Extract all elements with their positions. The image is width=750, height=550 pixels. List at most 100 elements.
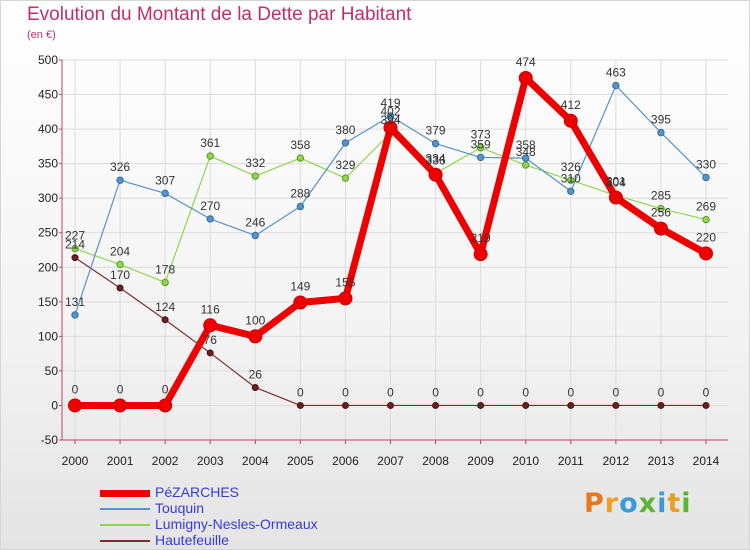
data-label: 100 [245,313,265,327]
legend-swatch [100,524,150,526]
data-point [431,139,440,148]
data-point [113,398,128,413]
data-label: 155 [335,275,355,289]
data-point [71,254,79,262]
data-label: 380 [335,123,355,137]
data-point [341,174,350,182]
legend-label: Hautefeuille [155,532,229,548]
data-label: 246 [245,215,265,229]
data-point [522,401,530,409]
data-point [296,154,305,162]
unit-label: (en €) [27,29,56,41]
data-point [161,316,169,324]
data-label: 0 [72,382,79,396]
data-point [158,398,173,413]
data-label: 0 [162,382,169,396]
logo-letter: i [657,488,668,519]
data-point [518,70,533,85]
data-point [71,311,79,319]
series-group [68,70,713,413]
data-label: 412 [561,98,581,112]
x-tick-label: 2004 [242,454,269,468]
legend-label: PéZARCHES [155,484,240,500]
data-label: 332 [245,156,265,170]
data-point [522,154,530,162]
legend-swatch [100,489,150,497]
data-label: 358 [516,138,536,152]
data-point [251,231,259,240]
data-label: 124 [155,300,175,314]
y-tick-label: -50 [41,433,59,447]
y-tick-label: 100 [38,329,58,343]
data-label: 326 [110,160,130,174]
data-label: 463 [606,66,626,80]
x-tick-label: 2007 [377,454,404,468]
data-point [428,167,443,182]
x-tick-label: 2012 [603,454,630,468]
data-label: 131 [65,295,85,309]
data-point [206,152,214,160]
data-point [116,284,124,292]
y-tick-label: 0 [51,398,58,412]
y-tick-label: 300 [38,191,58,205]
data-point [338,291,353,306]
data-label: 330 [696,157,716,171]
data-point [563,113,578,128]
logo-letter: P [584,488,605,519]
data-label: 0 [613,385,620,399]
x-tick-label: 2008 [422,454,449,468]
logo-letter: t [667,488,682,519]
data-point [702,173,710,182]
data-label: 474 [516,55,536,69]
y-tick-label: 200 [38,260,58,274]
data-point [161,278,169,287]
chart-title: Evolution du Montant de la Dette par Hab… [27,4,412,25]
data-label: 214 [65,238,85,252]
data-label: 0 [522,385,529,399]
x-tick-label: 2014 [693,454,720,468]
data-label: 116 [201,302,220,316]
axes: -50 0 50 100 150 200 250 300 350 400 450 500 2000 200… [38,53,728,468]
y-tick-label: 500 [38,53,58,67]
data-point [161,189,169,198]
legend-label: Lumigny-Nesles-Ormeaux [155,516,318,532]
y-tick-label: 150 [38,295,58,309]
data-point [567,176,575,184]
data-point [68,398,82,413]
legend-swatch [100,508,150,510]
data-point [476,144,485,152]
data-label: 0 [658,385,665,399]
x-tick-label: 2009 [467,454,494,468]
data-label: 358 [290,138,310,152]
data-label: 329 [335,158,355,172]
data-point [567,401,575,409]
data-label: 149 [290,280,310,294]
data-point [473,247,488,262]
data-label: 170 [110,268,130,282]
logo-letter: r [604,488,620,519]
data-point [702,401,710,409]
data-point [653,221,668,236]
x-tick-label: 2013 [648,454,675,468]
data-label: 359 [471,137,491,151]
data-label: 326 [561,160,581,174]
logo-letter: i [681,488,692,519]
data-point [387,401,394,409]
x-tick-label: 2003 [197,454,224,468]
data-label: 304 [606,175,626,189]
data-point [522,161,530,169]
x-tick-label: 2001 [107,454,134,468]
data-label: 269 [696,200,716,214]
data-label: 220 [696,230,716,244]
data-point [251,172,259,180]
data-point [657,128,665,137]
data-point [477,401,485,409]
data-point [293,295,308,310]
data-point [612,81,620,90]
data-point [116,260,124,269]
data-point [612,401,620,409]
data-label: 285 [651,189,671,203]
data-label: 348 [516,145,536,159]
data-label: 0 [432,385,439,399]
x-tick-label: 2002 [152,454,179,468]
